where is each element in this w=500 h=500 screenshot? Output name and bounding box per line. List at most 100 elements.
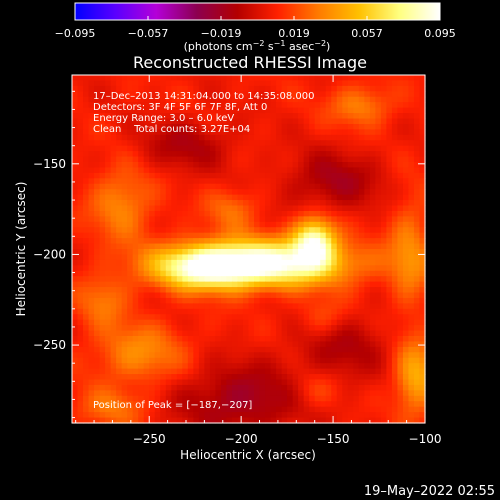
heatmap-cell [353, 123, 360, 130]
heatmap-cell [231, 346, 239, 353]
heatmap-cell [226, 216, 233, 223]
heatmap-cell [336, 183, 343, 190]
heatmap-cell [226, 75, 233, 82]
heatmap-cell [72, 156, 79, 163]
heatmap-cell [99, 140, 106, 147]
heatmap-cell [287, 401, 294, 408]
heatmap-cell [386, 162, 393, 169]
heatmap-cell [187, 341, 194, 348]
heatmap-cell [176, 200, 183, 207]
heatmap-cell [231, 319, 239, 326]
heatmap-cell [369, 205, 376, 212]
heatmap-cell [176, 384, 183, 391]
heatmap-cell [325, 129, 332, 136]
heatmap-cell [347, 194, 354, 201]
heatmap-cell [198, 156, 205, 163]
heatmap-cell [116, 210, 123, 217]
heatmap-cell [336, 346, 343, 353]
heatmap-cell [204, 243, 211, 250]
heatmap-cell [380, 227, 387, 234]
heatmap-cell [72, 363, 79, 370]
heatmap-cell [270, 390, 277, 397]
heatmap-cell [105, 379, 112, 386]
heatmap-cell [143, 325, 150, 332]
heatmap-cell [138, 270, 145, 277]
heatmap-cell [237, 134, 244, 141]
heatmap-cell [419, 314, 426, 321]
heatmap-cell [254, 221, 261, 228]
heatmap-cell [165, 210, 172, 217]
heatmap-cell [99, 80, 106, 87]
heatmap-cell [331, 406, 338, 413]
heatmap-cell [215, 357, 222, 364]
heatmap-cell [336, 374, 343, 381]
heatmap-cell [358, 227, 365, 234]
heatmap-cell [220, 341, 228, 348]
heatmap-cell [265, 189, 272, 196]
heatmap-cell [336, 167, 343, 174]
heatmap-cell [265, 216, 272, 223]
heatmap-cell [402, 156, 410, 163]
heatmap-cell [149, 379, 156, 386]
heatmap-cell [320, 276, 327, 283]
heatmap-cell [132, 216, 139, 223]
heatmap-cell [281, 80, 288, 87]
heatmap-cell [127, 183, 134, 190]
heatmap-cell [303, 221, 310, 228]
heatmap-cell [171, 91, 178, 98]
heatmap-cell [127, 194, 134, 201]
heatmap-cell [375, 167, 382, 174]
heatmap-cell [237, 412, 244, 419]
heatmap-cell [248, 129, 255, 136]
heatmap-cell [386, 384, 393, 391]
heatmap-cell [336, 134, 343, 141]
heatmap-cell [375, 249, 382, 256]
heatmap-cell [88, 390, 95, 397]
heatmap-cell [154, 390, 161, 397]
heatmap-cell [259, 352, 266, 359]
heatmap-cell [198, 102, 205, 109]
heatmap-cell [226, 227, 233, 234]
heatmap-cell [231, 303, 239, 310]
heatmap-cell [309, 113, 316, 120]
heatmap-cell [298, 292, 305, 299]
heatmap-cell [99, 145, 106, 152]
heatmap-cell [265, 200, 272, 207]
heatmap-cell [209, 102, 217, 109]
heatmap-cell [226, 259, 233, 266]
heatmap-cell [347, 96, 354, 103]
heatmap-cell [419, 243, 426, 250]
heatmap-cell [413, 129, 421, 136]
heatmap-cell [94, 384, 101, 391]
heatmap-cell [110, 281, 117, 288]
heatmap-cell [237, 357, 244, 364]
heatmap-cell [419, 346, 426, 353]
heatmap-cell [386, 346, 393, 353]
heatmap-cell [182, 330, 189, 337]
heatmap-cell [298, 346, 305, 353]
heatmap-cell [331, 123, 338, 130]
heatmap-cell [292, 129, 299, 136]
heatmap-cell [320, 238, 327, 245]
heatmap-cell [331, 178, 338, 185]
heatmap-cell [358, 80, 365, 87]
heatmap-cell [83, 123, 90, 130]
heatmap-cell [182, 319, 189, 326]
heatmap-cell [176, 330, 183, 337]
heatmap-cell [94, 276, 101, 283]
heatmap-cell [413, 172, 421, 179]
heatmap-cell [226, 292, 233, 299]
heatmap-cell [375, 346, 382, 353]
heatmap-cell [198, 249, 205, 256]
heatmap-cell [143, 281, 150, 288]
heatmap-cell [187, 281, 194, 288]
heatmap-cell [342, 314, 349, 321]
heatmap-cell [353, 113, 360, 120]
heatmap-cell [242, 156, 250, 163]
heatmap-cell [105, 140, 112, 147]
heatmap-cell [160, 259, 167, 266]
heatmap-cell [369, 297, 376, 304]
heatmap-cell [72, 243, 79, 250]
heatmap-cell [369, 91, 376, 98]
heatmap-cell [226, 341, 233, 348]
